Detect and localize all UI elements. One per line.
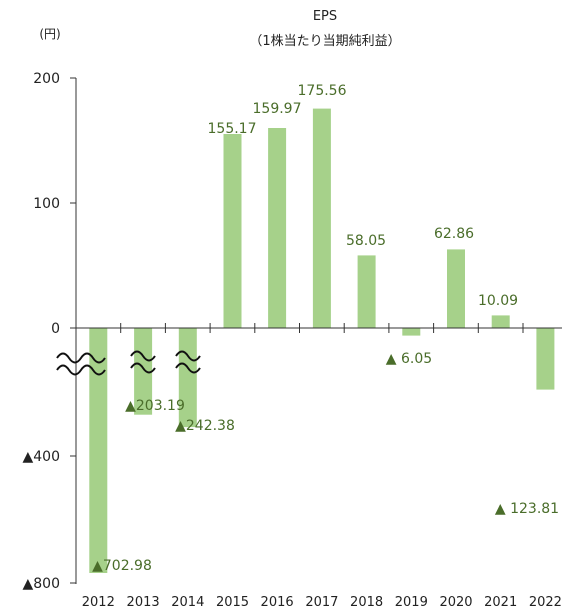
bar-2021 xyxy=(491,315,510,328)
data-label-2014: ▲242.38 xyxy=(175,418,235,434)
x-tick-label-2021: 2021 xyxy=(484,595,517,610)
x-tick-label-2019: 2019 xyxy=(395,595,428,610)
x-tick-label-2012: 2012 xyxy=(82,595,115,610)
y-tick-label: ▲800 xyxy=(23,576,61,592)
data-label-2016: 159.97 xyxy=(253,101,302,117)
y-tick-minus-800: ▲800 xyxy=(23,576,76,592)
bar-2018 xyxy=(357,255,376,328)
data-label-2020: 62.86 xyxy=(434,226,474,242)
axis-break-marks xyxy=(56,350,201,376)
x-tick-label-2015: 2015 xyxy=(216,595,249,610)
y-axis-label: (円) xyxy=(39,27,60,41)
y-tick-0: 0 xyxy=(51,321,76,337)
y-tick-label: 0 xyxy=(51,321,60,337)
y-tick-minus-400: ▲400 xyxy=(23,449,76,465)
x-tick-label-2018: 2018 xyxy=(350,595,383,610)
y-tick-label: 200 xyxy=(33,71,60,87)
y-tick-label: ▲400 xyxy=(23,449,61,465)
x-tick-label-2017: 2017 xyxy=(305,595,338,610)
y-tick-100: 100 xyxy=(33,196,76,212)
data-label-2018: 58.05 xyxy=(346,233,386,249)
bars-layer xyxy=(89,108,555,573)
data-label-2015: 155.17 xyxy=(208,121,257,137)
bar-2019 xyxy=(402,328,421,336)
x-tick-label-2013: 2013 xyxy=(127,595,160,610)
x-tick-layer: 2012 2013 2014 2015 2016 2017 2018 2019 2020 2021… xyxy=(82,323,562,610)
y-tick-200: 200 xyxy=(33,71,76,87)
data-label-2019: ▲ 6.05 xyxy=(386,351,432,367)
labels-layer: ▲702.98 ▲203.19 ▲242.38 155.17 159.97 175.56 5… xyxy=(92,83,559,574)
bar-2012 xyxy=(89,328,108,573)
bar-2022 xyxy=(536,328,555,390)
bar-2020 xyxy=(447,249,465,328)
data-label-2017: 175.56 xyxy=(298,83,347,99)
axis-break-mark-2012 xyxy=(56,352,106,376)
x-tick-label-2022: 2022 xyxy=(529,595,562,610)
bar-2017 xyxy=(312,108,331,328)
axis-break-mark-2014 xyxy=(175,350,201,374)
bar-2016 xyxy=(268,128,287,328)
x-tick-label-2014: 2014 xyxy=(171,595,204,610)
chart-title: EPS xyxy=(313,9,337,24)
x-tick-label-2016: 2016 xyxy=(261,595,294,610)
axis-break-mark-2013 xyxy=(130,350,156,374)
bar-2013 xyxy=(134,328,153,415)
chart-subtitle: （1株当たり当期純利益） xyxy=(249,34,400,49)
data-label-2021: 10.09 xyxy=(478,293,518,309)
data-label-2022: ▲ 123.81 xyxy=(495,501,559,517)
data-label-2013: ▲203.19 xyxy=(125,398,185,414)
data-label-2012: ▲702.98 xyxy=(92,558,152,574)
y-tick-label: 100 xyxy=(33,196,60,212)
bar-2015 xyxy=(223,134,242,328)
x-tick-label-2020: 2020 xyxy=(439,595,472,610)
